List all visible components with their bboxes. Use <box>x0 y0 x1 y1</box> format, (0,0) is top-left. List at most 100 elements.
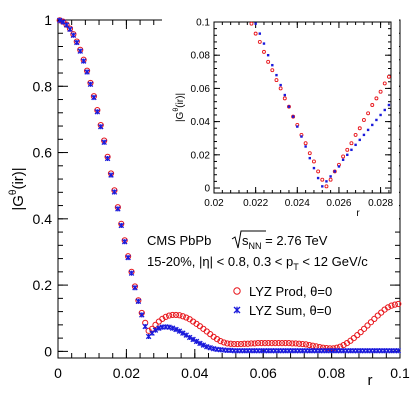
sum-data-point <box>101 139 107 146</box>
prod-data-point <box>220 339 227 346</box>
prod-data-point <box>278 339 286 347</box>
prod-data-point <box>367 319 375 326</box>
inset-prod-data-point <box>353 132 358 137</box>
prod-data-point <box>224 340 231 347</box>
sum-data-point <box>190 336 196 343</box>
sum-data-point <box>186 334 193 341</box>
inset-y-tick-label: 0.06 <box>191 84 211 95</box>
sum-data-point <box>77 48 83 54</box>
inset-sum-data-point <box>262 42 266 45</box>
inset-sum-data-point <box>350 148 353 152</box>
prod-data-point <box>183 314 190 321</box>
inset-prod-data-point <box>262 49 266 54</box>
main-x-axis-label: r <box>368 372 373 389</box>
inset-sum-data-point <box>296 125 299 128</box>
inset-sum-data-point <box>304 145 307 148</box>
prod-data-point <box>296 340 303 347</box>
sum-data-point <box>108 172 114 178</box>
inset-prod-data-point <box>278 86 283 91</box>
inset-y-tick-label: 0 <box>204 184 210 195</box>
inset-sum-data-point <box>316 176 320 180</box>
inset-x-tick-label: 0.028 <box>368 198 393 209</box>
inset-prod-data-point <box>349 141 354 146</box>
prod-data-point <box>272 339 279 347</box>
sum-data-point <box>173 326 179 333</box>
prod-data-point <box>299 340 306 348</box>
prod-data-point <box>213 336 221 343</box>
inset-sum-data-point <box>337 165 341 168</box>
inset-prod-data-point <box>366 111 371 116</box>
prod-data-point <box>176 312 183 319</box>
inset-prod-data-point <box>332 169 337 174</box>
collision-annotation: CMS PbPb <box>147 233 211 248</box>
sum-data-point <box>70 32 77 38</box>
main-y-tick-label: 1 <box>44 12 52 28</box>
sum-data-point <box>63 22 70 28</box>
prod-data-point <box>374 312 381 319</box>
prod-data-point <box>258 339 265 347</box>
inset-sum-data-point <box>379 113 382 117</box>
inset-y-tick-label: 0.04 <box>191 117 211 128</box>
legend-marker-1 <box>233 306 241 314</box>
prod-data-point <box>145 327 152 334</box>
inset-prod-data-point <box>287 104 291 109</box>
inset-sum-data-point <box>300 135 303 138</box>
main-x-tick-label: 0.1 <box>390 365 410 381</box>
prod-data-point <box>227 340 234 347</box>
sum-data-point <box>183 332 190 338</box>
prod-data-point <box>179 313 186 320</box>
inset-prod-data-point <box>341 154 346 159</box>
sum-data-point <box>200 342 207 348</box>
main-x-tick-label: 0.02 <box>113 365 140 381</box>
prod-data-point <box>364 322 371 329</box>
inset-sum-data-point <box>371 123 374 127</box>
sum-data-point <box>91 94 97 101</box>
prod-data-point <box>384 304 392 311</box>
inset-axis-ticks: 0.02 0.022 0.024 0.026 0.028 0 0.02 0.04 0.06 0.0… <box>191 18 394 210</box>
annotation-line2-b: < 12 GeV/c <box>299 254 369 269</box>
inset-sum-data-point <box>287 105 291 108</box>
sum-data-point <box>125 254 131 261</box>
sum-data-point <box>395 347 402 354</box>
legend: LYZ Prod, θ=0 LYZ Sum, θ=0 <box>233 284 332 318</box>
main-y-tick-label: 0.8 <box>33 78 53 94</box>
inset-prod-data-point <box>312 159 316 164</box>
legend-marker-0 <box>233 287 241 295</box>
prod-data-point <box>152 321 159 328</box>
inset-sum-data-point <box>333 170 336 173</box>
inset-prod-data-point <box>270 68 275 73</box>
sum-data-point <box>80 58 87 64</box>
prod-data-point <box>241 340 248 347</box>
main-y-tick-label: 0.4 <box>33 211 53 227</box>
inset-prod-data-point <box>370 103 375 107</box>
inset-sum-data-point <box>291 115 295 118</box>
inset-prod-data-point <box>282 96 287 101</box>
inset-prod-data-point <box>303 141 308 146</box>
sum-data-point <box>115 206 121 212</box>
sum-data-point <box>132 284 138 291</box>
inset-sum-data-point <box>279 83 282 87</box>
inset-sum-data-point <box>354 143 357 147</box>
inset-y-tick-label: 0.02 <box>191 150 211 161</box>
sum-data-point <box>56 17 63 24</box>
annotation-line1-sub: NN <box>249 241 262 251</box>
inset-sum-data-point <box>308 156 311 160</box>
prod-data-point <box>172 311 180 319</box>
main-x-tick-label: 0.06 <box>250 365 277 381</box>
inset-prod-data-point <box>374 96 379 101</box>
sum-data-point <box>176 328 183 334</box>
collision-energy-annotation: sNN = 2.76 TeV <box>242 233 328 251</box>
prod-data-point <box>169 311 176 319</box>
prod-data-point <box>248 340 255 347</box>
sum-data-point <box>111 189 118 195</box>
sum-data-point <box>94 109 101 115</box>
inset-data-points <box>249 21 391 189</box>
main-x-tick-label: 0.08 <box>318 365 345 381</box>
inset-sum-data-point <box>329 175 332 178</box>
inset-sum-data-point <box>275 73 278 77</box>
prod-data-point <box>254 339 262 347</box>
inset-prod-data-point <box>316 169 321 174</box>
inset-sum-data-point <box>266 54 270 57</box>
